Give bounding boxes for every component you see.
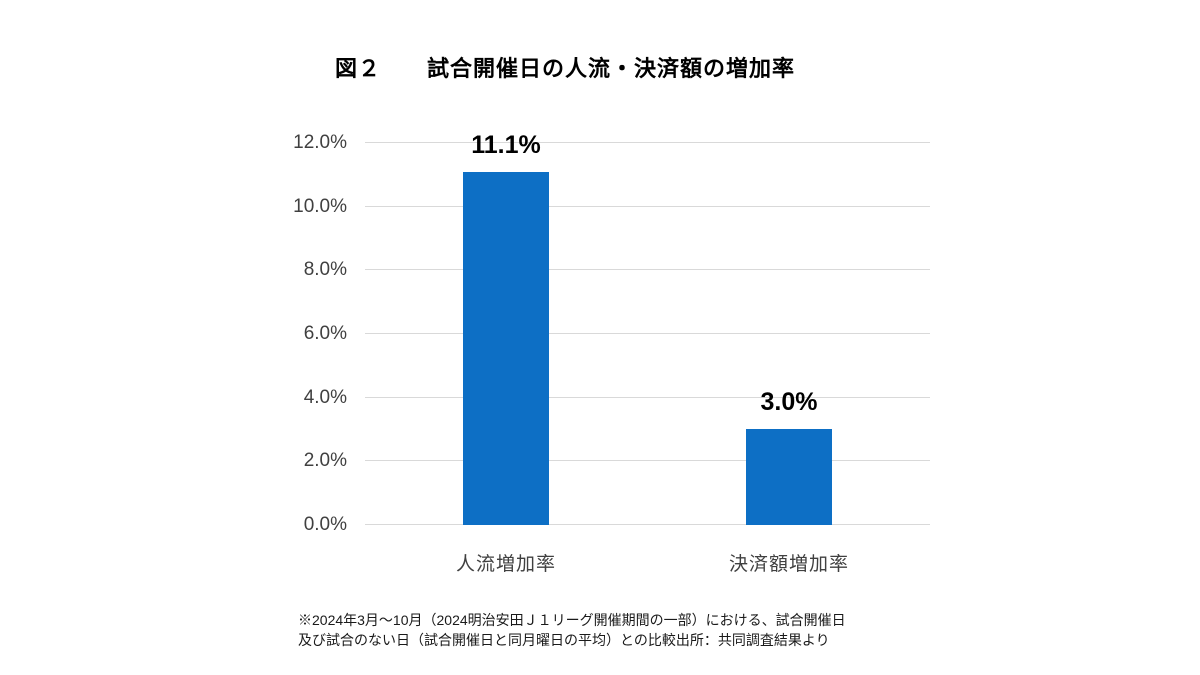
y-tick-label: 12.0% <box>293 132 347 153</box>
x-axis: 人流増加率 決済額増加率 <box>365 549 930 575</box>
x-category-label: 決済額増加率 <box>728 554 849 575</box>
y-tick-label: 8.0% <box>303 259 347 280</box>
y-tick-label: 0.0% <box>303 514 347 535</box>
y-tick-label: 2.0% <box>303 450 347 471</box>
y-axis: 0.0% 2.0% 4.0% 6.0% 8.0% 10.0% 12.0% <box>245 132 347 535</box>
gridline <box>365 206 930 207</box>
bar-value-label: 3.0% <box>760 388 818 416</box>
bar-value-label: 11.1% <box>471 131 541 159</box>
gridline <box>365 333 930 334</box>
gridline <box>365 524 930 525</box>
y-tick-label: 4.0% <box>303 387 347 408</box>
gridline <box>365 397 930 398</box>
y-tick-label: 10.0% <box>293 196 347 217</box>
y-tick-label: 6.0% <box>303 323 347 344</box>
x-category-label: 人流増加率 <box>455 554 556 575</box>
gridline <box>365 269 930 270</box>
plot-area: 11.1% 3.0% <box>365 131 930 525</box>
gridline <box>365 460 930 461</box>
chart-title: 図２ 試合開催日の人流・決済額の増加率 <box>335 56 796 81</box>
bar-2 <box>746 429 832 525</box>
footnote-line-1: ※2024年3月～10月（2024明治安田Ｊ１リーグ開催期間の一部）における、試… <box>298 612 846 628</box>
footnote-line-2: 及び試合のない日（試合開催日と同月曜日の平均）との比較出所：共同調査結果より <box>298 632 830 648</box>
bar-1 <box>463 172 549 525</box>
chart-footnote: ※2024年3月～10月（2024明治安田Ｊ１リーグ開催期間の一部）における、試… <box>298 610 846 650</box>
gridline <box>365 142 930 143</box>
